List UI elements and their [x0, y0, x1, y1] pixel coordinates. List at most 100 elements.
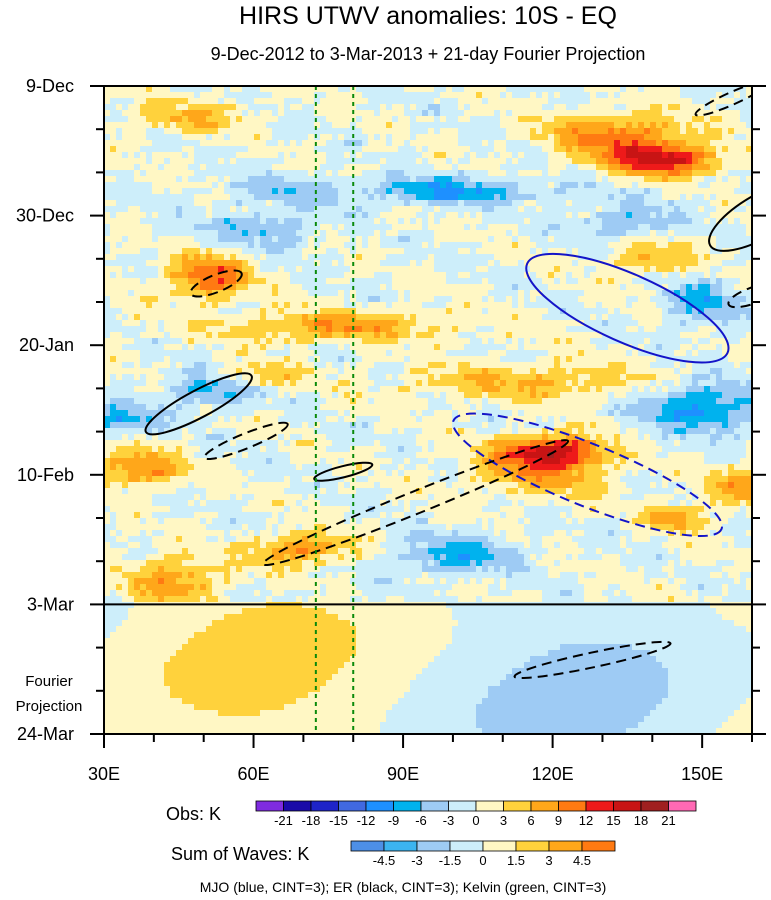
heatmap-cell	[554, 254, 561, 261]
heatmap-cell	[320, 212, 327, 219]
heatmap-cell	[332, 278, 339, 285]
heatmap-cell	[542, 194, 549, 201]
heatmap-cell	[674, 314, 681, 321]
heatmap-cell	[416, 140, 423, 147]
heatmap-cell	[110, 284, 117, 291]
heatmap-cell	[404, 296, 411, 303]
heatmap-cell	[542, 314, 549, 321]
heatmap-cell	[152, 194, 159, 201]
heatmap-cell	[656, 284, 663, 291]
heatmap-cell	[260, 344, 267, 351]
heatmap-cell	[140, 362, 147, 369]
heatmap-cell	[212, 338, 219, 345]
heatmap-cell	[284, 104, 291, 111]
heatmap-cell	[110, 158, 117, 165]
heatmap-cell	[506, 242, 513, 249]
heatmap-cell	[620, 188, 627, 195]
heatmap-cell	[362, 266, 369, 273]
heatmap-cell	[134, 152, 141, 159]
heatmap-cell	[188, 254, 195, 261]
heatmap-cell	[614, 308, 621, 315]
heatmap-cell	[134, 344, 141, 351]
heatmap-cell	[632, 314, 639, 321]
heatmap-cell	[722, 350, 729, 357]
heatmap-cell	[470, 98, 477, 105]
heatmap-cell	[344, 290, 351, 297]
heatmap-cell	[218, 218, 225, 225]
heatmap-cell	[482, 86, 489, 93]
heatmap-cell	[368, 344, 375, 351]
heatmap-cell	[170, 212, 177, 219]
heatmap-cell	[716, 92, 723, 99]
heatmap-cell	[686, 248, 693, 255]
heatmap-cell	[482, 104, 489, 111]
heatmap-cell	[110, 350, 117, 357]
heatmap-cell	[308, 122, 315, 129]
heatmap-cell	[608, 224, 615, 231]
heatmap-cell	[116, 110, 123, 117]
heatmap-cell	[488, 278, 495, 285]
heatmap-cell	[326, 212, 333, 219]
heatmap-cell	[638, 254, 645, 261]
heatmap-cell	[548, 122, 555, 129]
heatmap-cell	[122, 200, 129, 207]
heatmap-cell	[488, 92, 495, 99]
heatmap-cell	[296, 206, 303, 213]
heatmap-cell	[326, 350, 333, 357]
heatmap-cell	[626, 284, 633, 291]
heatmap-cell	[368, 266, 375, 273]
heatmap-cell	[368, 122, 375, 129]
heatmap-cell	[734, 116, 741, 123]
heatmap-cell	[122, 236, 129, 243]
heatmap-cell	[626, 230, 633, 237]
heatmap-cell	[482, 170, 489, 177]
heatmap-cell	[392, 92, 399, 99]
heatmap-cell	[422, 188, 429, 195]
heatmap-cell	[734, 266, 741, 273]
heatmap-cell	[356, 284, 363, 291]
heatmap-cell	[212, 134, 219, 141]
heatmap-cell	[650, 218, 657, 225]
heatmap-cell	[668, 308, 675, 315]
heatmap-cell	[722, 230, 729, 237]
heatmap-cell	[638, 128, 645, 135]
heatmap-cell	[578, 290, 585, 297]
heatmap-cell	[206, 242, 213, 249]
heatmap-cell	[128, 236, 135, 243]
heatmap-cell	[212, 362, 219, 369]
heatmap-cell	[656, 254, 663, 261]
heatmap-cell	[614, 266, 621, 273]
heatmap-cell	[206, 266, 213, 273]
heatmap-cell	[308, 218, 315, 225]
heatmap-cell	[296, 224, 303, 231]
heatmap-cell	[182, 170, 189, 177]
heatmap-cell	[608, 218, 615, 225]
heatmap-cell	[494, 242, 501, 249]
heatmap-cell	[308, 86, 315, 93]
heatmap-cell	[362, 98, 369, 105]
heatmap-cell	[626, 134, 633, 141]
heatmap-cell	[224, 86, 231, 93]
heatmap-cell	[104, 290, 111, 297]
heatmap-cell	[344, 266, 351, 273]
heatmap-cell	[320, 146, 327, 153]
heatmap-cell	[362, 284, 369, 291]
heatmap-cell	[560, 350, 567, 357]
heatmap-cell	[578, 158, 585, 165]
heatmap-cell	[428, 92, 435, 99]
heatmap-cell	[638, 164, 645, 171]
heatmap-cell	[542, 122, 549, 129]
heatmap-cell	[452, 332, 459, 339]
heatmap-cell	[332, 200, 339, 207]
heatmap-cell	[224, 236, 231, 243]
heatmap-cell	[278, 158, 285, 165]
heatmap-cell	[536, 110, 543, 117]
heatmap-cell	[374, 344, 381, 351]
heatmap-cell	[206, 182, 213, 189]
heatmap-cell	[146, 350, 153, 357]
heatmap-cell	[344, 158, 351, 165]
heatmap-cell	[302, 224, 309, 231]
heatmap-cell	[404, 290, 411, 297]
heatmap-cell	[116, 98, 123, 105]
heatmap-cell	[698, 266, 705, 273]
